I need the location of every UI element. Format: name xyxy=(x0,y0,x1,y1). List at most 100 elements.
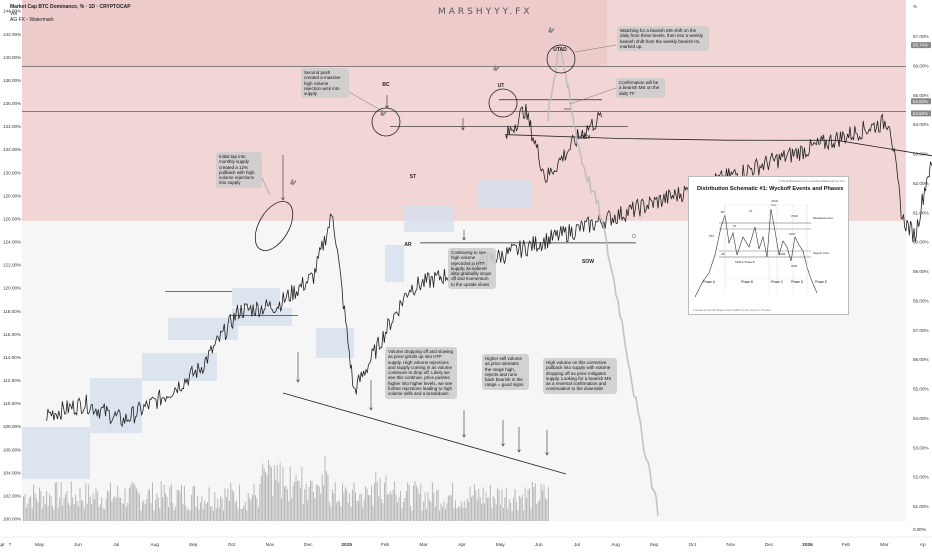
volume-bar xyxy=(434,506,436,521)
event-label-ut: UT xyxy=(498,83,505,89)
volume-bar xyxy=(524,487,526,521)
right-axis-tick-label: 57.00% xyxy=(913,328,929,333)
volume-bar xyxy=(202,509,204,521)
volume-bar xyxy=(227,488,229,521)
volume-indicator-label[interactable]: Vol xyxy=(10,10,17,17)
x-axis-tick-label: Sep xyxy=(189,542,198,548)
volume-bar xyxy=(447,496,449,521)
volume-bar xyxy=(111,501,113,521)
volume-bar xyxy=(431,482,433,521)
volume-bar xyxy=(286,489,288,521)
x-axis-tick-label: 2025 xyxy=(341,542,352,548)
volume-bar xyxy=(510,502,512,521)
volume-bar xyxy=(442,507,443,521)
volume-bar xyxy=(272,495,274,521)
pointer-arrowhead xyxy=(461,127,465,131)
volume-bar xyxy=(65,494,66,521)
volume-bar xyxy=(392,490,394,521)
volume-bar xyxy=(437,489,439,521)
volume-bar xyxy=(413,485,414,521)
volume-bar xyxy=(398,497,400,521)
volume-bar xyxy=(115,497,117,521)
volume-bar xyxy=(81,500,82,521)
volume-bar xyxy=(172,503,174,521)
volume-bar xyxy=(53,509,55,521)
volume-bar xyxy=(459,506,461,521)
note-watching-bearish: Watching for a bearish MS shift on the d… xyxy=(617,26,709,52)
note-corrective-pullback: High volume on this corrective pullback … xyxy=(543,358,617,394)
volume-bar xyxy=(346,489,348,521)
volume-bar xyxy=(233,491,235,521)
connector-line xyxy=(569,87,617,105)
volume-bar xyxy=(388,494,390,521)
volume-bar xyxy=(484,503,485,521)
volume-bar xyxy=(191,494,193,521)
volume-bar xyxy=(162,497,164,521)
volume-bar xyxy=(473,484,475,521)
volume-bar xyxy=(249,497,251,521)
demand-box-8 xyxy=(404,205,454,232)
connector-line xyxy=(261,177,271,196)
x-axis-tick-label: Sep xyxy=(650,542,659,548)
right-axis-tick-label: 58.00% xyxy=(913,298,929,303)
volume-bar xyxy=(498,490,500,521)
volume-bar xyxy=(221,498,223,521)
right-axis-tick-label: 55.00% xyxy=(913,387,929,392)
volume-bar xyxy=(382,503,384,521)
volume-bar xyxy=(424,492,426,521)
volume-bar xyxy=(521,494,523,521)
volume-bar xyxy=(156,493,158,521)
volume-bar xyxy=(165,493,166,521)
volume-bar xyxy=(402,501,404,521)
volume-bar xyxy=(375,471,377,521)
volume-bar xyxy=(391,494,393,521)
volume-bar xyxy=(154,500,156,521)
volume-bar xyxy=(54,482,56,521)
volume-bar xyxy=(179,491,181,521)
volume-bar xyxy=(108,491,110,521)
volume-bar xyxy=(318,486,320,521)
volume-bar xyxy=(178,490,180,521)
volume-bar xyxy=(246,510,248,521)
volume-bar xyxy=(50,496,52,521)
volume-bar xyxy=(57,507,59,521)
volume-bar xyxy=(223,510,224,521)
hand-pointer-icon xyxy=(548,27,555,33)
event-label-st: ST xyxy=(410,174,416,180)
volume-bar xyxy=(301,467,303,521)
inset-label: PSY xyxy=(709,234,714,238)
volume-bar xyxy=(505,488,507,521)
volume-bar xyxy=(315,485,317,521)
volume-bar xyxy=(218,507,220,521)
hand-pointer-icon xyxy=(380,110,387,116)
volume-bar xyxy=(24,494,26,521)
volume-bar xyxy=(494,498,496,521)
volume-bar xyxy=(159,508,161,521)
x-axis-tick-label: Jul xyxy=(574,542,580,548)
volume-bar xyxy=(239,484,240,521)
left-axis-tick-label: 108.00% xyxy=(3,424,21,429)
volume-bar xyxy=(197,496,198,521)
volume-bar xyxy=(157,497,159,521)
right-axis-tick-label: 54.00% xyxy=(913,416,929,421)
volume-bar xyxy=(357,500,359,521)
volume-bar xyxy=(211,506,213,521)
watermark-indicator-label[interactable]: AG FX - Watermark xyxy=(10,17,54,23)
volume-bar xyxy=(430,502,432,521)
left-axis-tick-label: 128.00% xyxy=(3,193,21,198)
volume-bar xyxy=(540,483,542,521)
volume-bar xyxy=(444,509,446,521)
right-axis-tick-label: 51.00% xyxy=(913,504,929,509)
volume-bar xyxy=(501,489,503,521)
volume-bar xyxy=(188,508,190,521)
volume-bar xyxy=(98,506,100,521)
volume-bar xyxy=(317,484,319,521)
volume-bar xyxy=(328,502,330,521)
volume-bar xyxy=(110,482,111,521)
volume-bar xyxy=(379,478,381,521)
volume-bar xyxy=(270,467,272,521)
x-axis-tick-label: Dec xyxy=(304,542,313,548)
volume-bar xyxy=(324,455,326,521)
